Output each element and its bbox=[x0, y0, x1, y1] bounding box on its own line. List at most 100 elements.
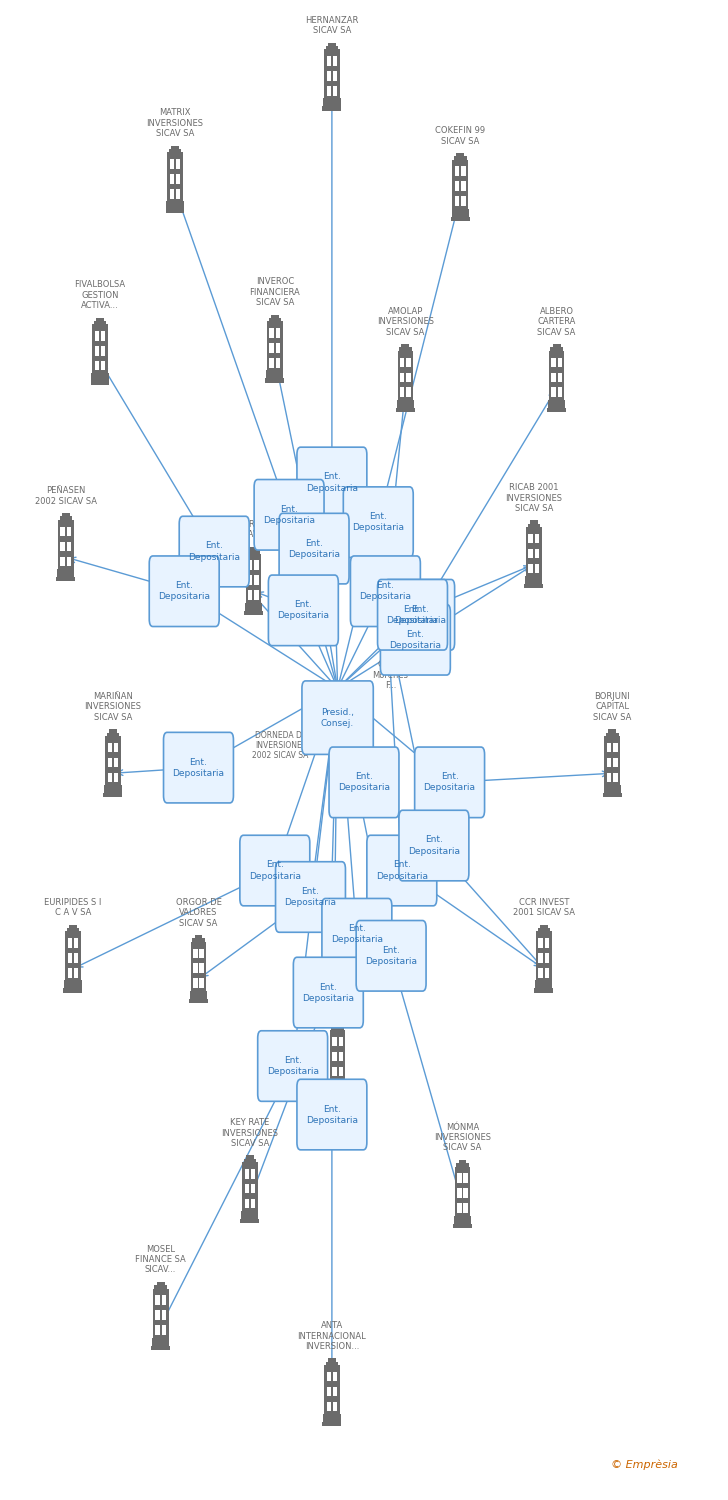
Bar bbox=[406, 357, 411, 368]
Bar bbox=[248, 561, 253, 570]
FancyBboxPatch shape bbox=[297, 1080, 367, 1150]
Bar bbox=[400, 357, 405, 368]
Text: Ent.
Depositaria: Ent. Depositaria bbox=[306, 1104, 358, 1125]
Bar bbox=[609, 729, 616, 732]
Bar bbox=[241, 1210, 258, 1219]
Text: Ent.
Depositaria: Ent. Depositaria bbox=[288, 538, 340, 558]
Bar bbox=[535, 549, 539, 558]
Bar bbox=[266, 378, 284, 382]
Text: Ent.
Depositaria: Ent. Depositaria bbox=[331, 924, 383, 944]
Bar bbox=[194, 934, 202, 939]
Bar bbox=[193, 978, 197, 988]
Bar bbox=[456, 1162, 469, 1167]
FancyBboxPatch shape bbox=[279, 513, 349, 584]
Text: ORGOR DE
VALORES
SICAV SA: ORGOR DE VALORES SICAV SA bbox=[175, 898, 221, 927]
FancyBboxPatch shape bbox=[356, 921, 426, 992]
Bar bbox=[406, 372, 411, 382]
Bar bbox=[67, 556, 71, 566]
Bar bbox=[166, 201, 183, 210]
Bar bbox=[539, 968, 543, 978]
Bar bbox=[604, 736, 620, 784]
Bar bbox=[613, 758, 617, 766]
Bar bbox=[333, 1388, 337, 1396]
Bar bbox=[193, 963, 197, 974]
FancyBboxPatch shape bbox=[293, 957, 363, 1028]
Bar bbox=[401, 344, 409, 348]
Bar bbox=[60, 542, 65, 550]
Bar bbox=[455, 196, 459, 206]
Bar bbox=[245, 1198, 249, 1209]
Bar bbox=[327, 86, 331, 96]
Bar bbox=[176, 159, 181, 168]
Bar bbox=[193, 948, 197, 958]
Bar bbox=[406, 387, 411, 398]
Bar bbox=[545, 938, 549, 948]
Text: ANTA
INTERNACIONAL
INVERSION...: ANTA INTERNACIONAL INVERSION... bbox=[298, 1322, 366, 1352]
FancyBboxPatch shape bbox=[302, 681, 373, 754]
FancyBboxPatch shape bbox=[269, 574, 339, 645]
Bar bbox=[457, 1173, 462, 1184]
Bar bbox=[327, 1372, 331, 1382]
Bar bbox=[558, 357, 562, 368]
Bar bbox=[176, 174, 181, 183]
Bar bbox=[606, 732, 619, 736]
Bar bbox=[454, 1215, 471, 1224]
Bar bbox=[333, 686, 341, 688]
Text: Ent.
Depositaria: Ent. Depositaria bbox=[365, 946, 417, 966]
Bar bbox=[60, 556, 65, 566]
Bar bbox=[529, 564, 533, 573]
Bar bbox=[604, 784, 621, 794]
Bar bbox=[451, 216, 470, 220]
Bar bbox=[242, 1162, 258, 1210]
Bar bbox=[464, 1173, 468, 1184]
Text: Ent.
Depositaria: Ent. Depositaria bbox=[302, 982, 355, 1002]
Bar bbox=[529, 549, 533, 558]
Bar bbox=[534, 988, 553, 993]
Text: Garay
Morenes
F...: Garay Morenes F... bbox=[373, 660, 408, 690]
Bar bbox=[539, 952, 543, 963]
Bar bbox=[453, 1224, 472, 1227]
Text: ALBERO
CARTERA
SICAV SA: ALBERO CARTERA SICAV SA bbox=[537, 308, 576, 336]
FancyBboxPatch shape bbox=[179, 516, 249, 586]
Bar bbox=[464, 1188, 468, 1198]
Bar bbox=[68, 938, 72, 948]
Bar bbox=[244, 610, 263, 615]
FancyBboxPatch shape bbox=[254, 480, 324, 550]
Bar bbox=[551, 372, 555, 382]
Bar bbox=[101, 362, 106, 370]
FancyBboxPatch shape bbox=[297, 447, 367, 518]
Bar bbox=[244, 1160, 256, 1162]
Bar bbox=[464, 1203, 468, 1214]
Text: AMOLAP
INVERSIONES
SICAV SA: AMOLAP INVERSIONES SICAV SA bbox=[377, 308, 434, 336]
Bar bbox=[323, 1414, 341, 1422]
Bar bbox=[453, 159, 468, 209]
FancyBboxPatch shape bbox=[415, 747, 485, 818]
Bar bbox=[162, 1296, 166, 1305]
Bar bbox=[547, 408, 566, 413]
FancyBboxPatch shape bbox=[275, 861, 346, 933]
Bar bbox=[254, 576, 258, 585]
Bar bbox=[92, 374, 108, 381]
Text: MOSEL
FINANCE SA
SICAV...: MOSEL FINANCE SA SICAV... bbox=[135, 1245, 186, 1275]
Bar bbox=[323, 99, 341, 106]
Bar bbox=[67, 928, 79, 932]
Bar bbox=[95, 332, 99, 340]
Bar bbox=[323, 1422, 341, 1426]
Bar bbox=[101, 346, 106, 355]
Bar bbox=[154, 1286, 167, 1288]
Text: Ent.
Depositaria: Ent. Depositaria bbox=[387, 604, 438, 625]
Bar bbox=[333, 56, 337, 66]
Bar bbox=[254, 561, 258, 570]
Bar bbox=[68, 968, 72, 978]
Bar bbox=[90, 381, 109, 386]
Text: PEÑASEN
2002 SICAV SA: PEÑASEN 2002 SICAV SA bbox=[35, 486, 97, 506]
Bar bbox=[276, 328, 280, 338]
Text: Ent.
Depositaria: Ent. Depositaria bbox=[285, 886, 336, 908]
Bar bbox=[248, 591, 253, 600]
Bar bbox=[333, 1372, 337, 1382]
FancyBboxPatch shape bbox=[240, 836, 310, 906]
Bar bbox=[457, 1188, 462, 1198]
Bar bbox=[454, 1167, 470, 1215]
Bar bbox=[603, 794, 622, 796]
Bar bbox=[535, 564, 539, 573]
